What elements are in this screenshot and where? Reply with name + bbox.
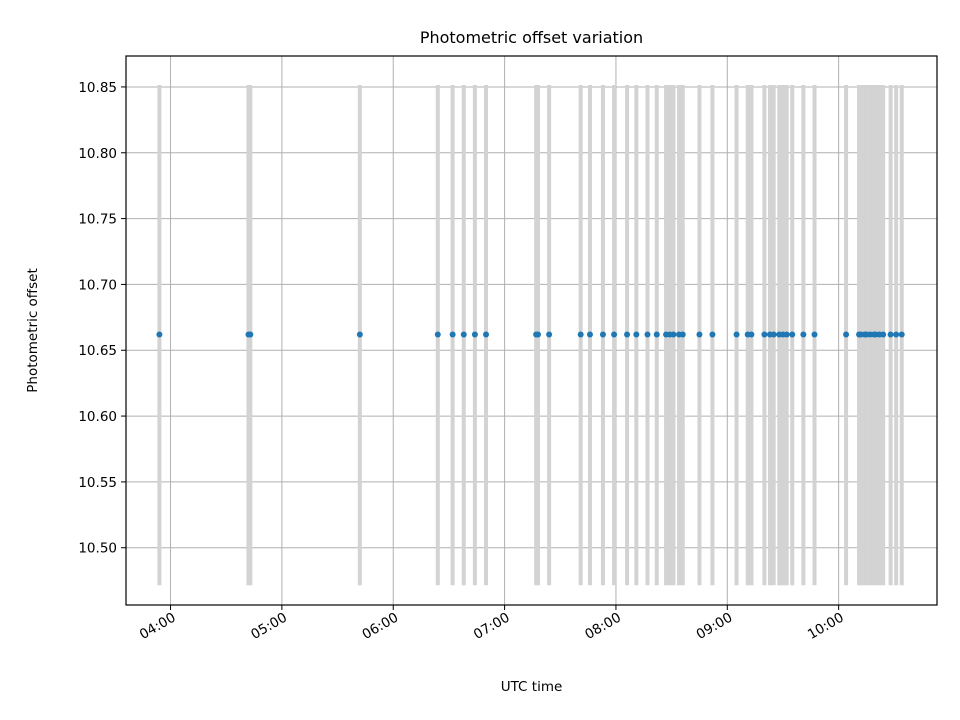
- y-tick-label: 10.60: [78, 409, 117, 425]
- data-point: [679, 331, 686, 338]
- chart-title: Photometric offset variation: [420, 28, 643, 47]
- data-point: [633, 331, 640, 338]
- data-point: [748, 331, 755, 338]
- data-point: [546, 331, 553, 338]
- data-point: [880, 331, 887, 338]
- plot-frame: [125, 55, 938, 606]
- data-point: [653, 331, 660, 338]
- y-tick-label: 10.75: [78, 212, 117, 228]
- data-point: [599, 331, 606, 338]
- data-point: [624, 331, 631, 338]
- y-axis-label: Photometric offset: [25, 268, 41, 392]
- y-axis: 10.50 10.55 10.60 10.65 10.70 10.75 10.80 10.85: [78, 80, 126, 557]
- y-tick-label: 10.85: [78, 80, 117, 96]
- data-point: [483, 331, 490, 338]
- data-point: [789, 331, 796, 338]
- data-point: [449, 331, 456, 338]
- data-point: [770, 331, 777, 338]
- data-point: [670, 331, 677, 338]
- data-point: [893, 331, 900, 338]
- y-tick-label: 10.65: [78, 343, 117, 359]
- data-point: [434, 331, 441, 338]
- y-tick-label: 10.70: [78, 277, 117, 293]
- y-tick-label: 10.50: [78, 541, 117, 557]
- data-point: [709, 331, 716, 338]
- data-point: [586, 331, 593, 338]
- data-point: [843, 331, 850, 338]
- data-points: [156, 331, 905, 338]
- data-point: [733, 331, 740, 338]
- data-point: [356, 331, 363, 338]
- data-point: [898, 331, 905, 338]
- data-point: [887, 331, 894, 338]
- data-point: [644, 331, 651, 338]
- x-axis-label: UTC time: [501, 679, 563, 695]
- data-point: [534, 331, 541, 338]
- data-point: [783, 331, 790, 338]
- data-point: [577, 331, 584, 338]
- data-point: [761, 331, 768, 338]
- y-tick-label: 10.55: [78, 475, 117, 491]
- data-point: [471, 331, 478, 338]
- data-point: [696, 331, 703, 338]
- y-tick-label: 10.80: [78, 146, 117, 162]
- data-point: [611, 331, 618, 338]
- data-point: [247, 331, 254, 338]
- data-point: [811, 331, 818, 338]
- data-point: [460, 331, 467, 338]
- data-point: [156, 331, 163, 338]
- data-point: [800, 331, 807, 338]
